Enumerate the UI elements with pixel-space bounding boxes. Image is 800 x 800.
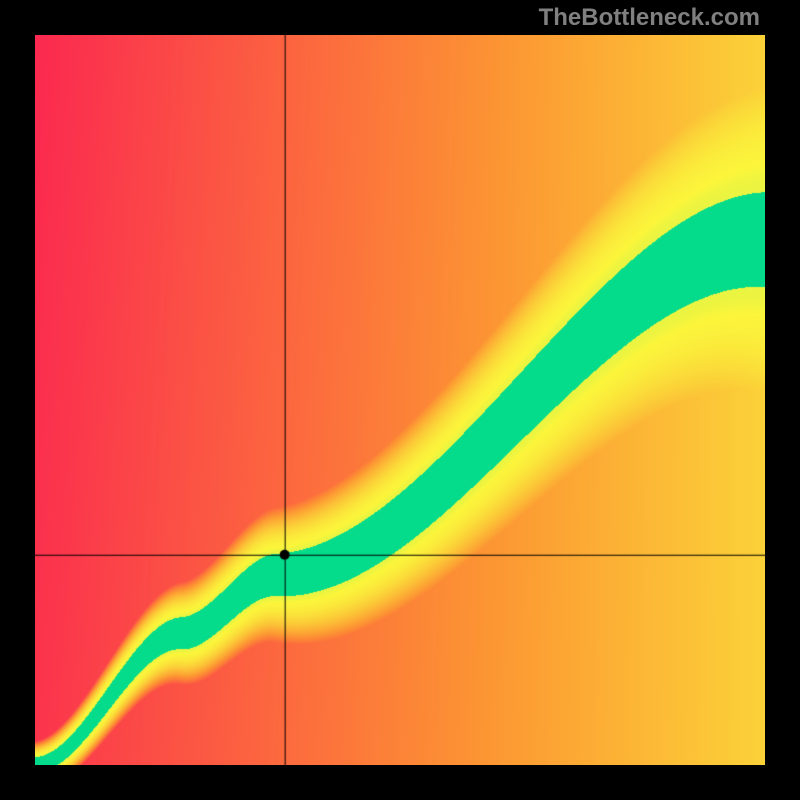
bottleneck-heatmap <box>35 35 765 765</box>
watermark-text: TheBottleneck.com <box>539 4 760 32</box>
